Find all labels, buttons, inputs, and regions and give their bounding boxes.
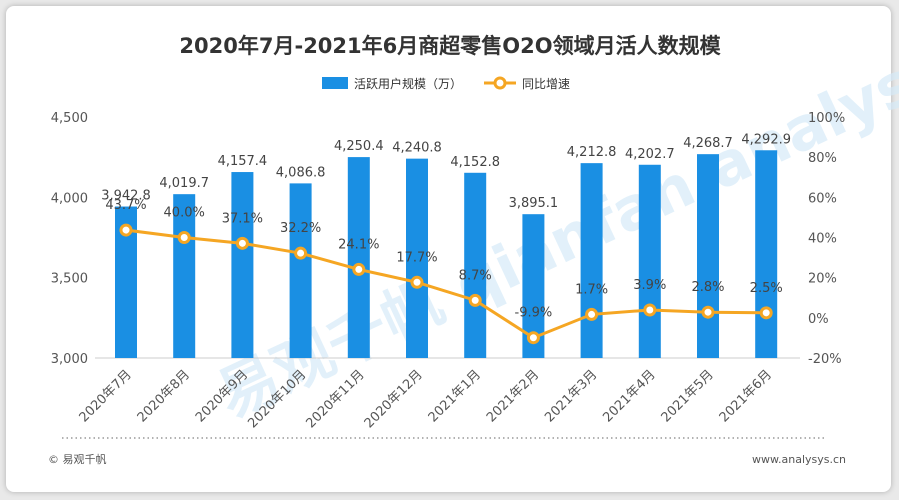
x-tick-label: 2020年7月 xyxy=(77,367,135,425)
bar xyxy=(406,158,428,358)
bar xyxy=(289,183,312,358)
x-tick-label: 2021年6月 xyxy=(717,367,775,425)
growth-line xyxy=(125,228,767,340)
bar-data-label: 4,152.8 xyxy=(450,155,500,170)
y-right-tick: 20% xyxy=(808,272,837,287)
growth-point xyxy=(352,262,366,276)
chart-card xyxy=(6,6,891,492)
legend-line-marker xyxy=(493,76,507,90)
growth-data-label: 2.8% xyxy=(691,280,724,295)
legend-bar-label: 活跃用户规模（万） xyxy=(354,76,462,91)
bar xyxy=(347,157,370,358)
x-tick-label: 2021年1月 xyxy=(426,367,484,425)
bar xyxy=(231,172,254,358)
growth-data-label: 3.9% xyxy=(633,278,666,293)
bar-data-label: 4,292.9 xyxy=(741,132,791,147)
chart-title: 2020年7月-2021年6月商超零售O2O领域月活人数规模 xyxy=(179,34,721,58)
bar-data-label: 4,157.4 xyxy=(218,154,268,169)
bar-data-label: 4,240.8 xyxy=(392,141,442,156)
growth-data-label: 43.7% xyxy=(105,198,146,213)
y-right-tick: -20% xyxy=(808,352,842,367)
source-text: © 易观千帆 xyxy=(48,452,107,466)
legend: 活跃用户规模（万） 同比增速 xyxy=(322,76,570,91)
y-right-tick: 0% xyxy=(808,312,829,327)
growth-point xyxy=(468,293,482,307)
bar-data-label: 4,019.7 xyxy=(159,176,209,191)
growth-data-label: 17.7% xyxy=(396,250,437,265)
bar-data-label: 3,895.1 xyxy=(509,196,559,211)
growth-point xyxy=(701,305,715,319)
x-tick-label: 2021年3月 xyxy=(542,367,600,425)
x-tick-label: 2021年2月 xyxy=(484,367,542,425)
x-tick-label: 2021年4月 xyxy=(600,367,658,425)
growth-point xyxy=(177,231,191,244)
growth-data-label: 37.1% xyxy=(222,211,263,226)
bar-data-label: 4,086.8 xyxy=(276,165,326,180)
bar xyxy=(697,154,719,358)
bar xyxy=(522,214,545,358)
y-right-tick: 100% xyxy=(808,111,845,126)
y-right-tick: 60% xyxy=(808,191,837,206)
bar-data-label: 4,202.7 xyxy=(625,147,675,162)
growth-data-label: 8.7% xyxy=(459,268,492,283)
url-text: www.analysys.cn xyxy=(752,453,846,466)
bar xyxy=(638,164,661,358)
growth-point xyxy=(759,306,773,320)
growth-data-label: 40.0% xyxy=(164,206,205,221)
growth-data-label: 2.5% xyxy=(750,281,783,296)
y-left-tick: 3,500 xyxy=(51,272,88,287)
growth-point xyxy=(119,223,133,237)
growth-point xyxy=(643,303,657,317)
y-left-tick: 4,500 xyxy=(51,111,88,126)
bar-data-label: 4,212.8 xyxy=(567,145,617,160)
legend-bar-swatch xyxy=(322,77,348,89)
bar xyxy=(464,172,487,358)
growth-data-label: 32.2% xyxy=(280,221,321,236)
bar-data-label: 4,250.4 xyxy=(334,139,384,154)
y-left-tick: 3,000 xyxy=(51,352,88,367)
bar xyxy=(115,206,137,358)
growth-point xyxy=(294,246,308,260)
growth-data-label: 1.7% xyxy=(575,282,608,297)
y-right-tick: 40% xyxy=(808,232,837,247)
x-tick-label: 2021年5月 xyxy=(659,367,717,425)
y-right-tick: 80% xyxy=(808,151,837,166)
x-tick-label: 2020年12月 xyxy=(362,367,426,431)
x-tick-label: 2020年8月 xyxy=(135,367,193,425)
growth-point xyxy=(585,307,599,321)
growth-point xyxy=(410,275,424,289)
growth-data-label: -9.9% xyxy=(515,306,553,321)
bar xyxy=(755,150,778,358)
y-left-tick: 4,000 xyxy=(51,191,88,206)
bar xyxy=(580,163,603,358)
growth-point xyxy=(235,236,249,250)
bar-data-label: 3,942.8 xyxy=(101,189,151,204)
growth-data-label: 24.1% xyxy=(338,237,379,252)
bar-data-label: 4,268.7 xyxy=(683,136,733,151)
legend-line-label: 同比增速 xyxy=(522,77,570,91)
growth-point xyxy=(526,331,540,345)
